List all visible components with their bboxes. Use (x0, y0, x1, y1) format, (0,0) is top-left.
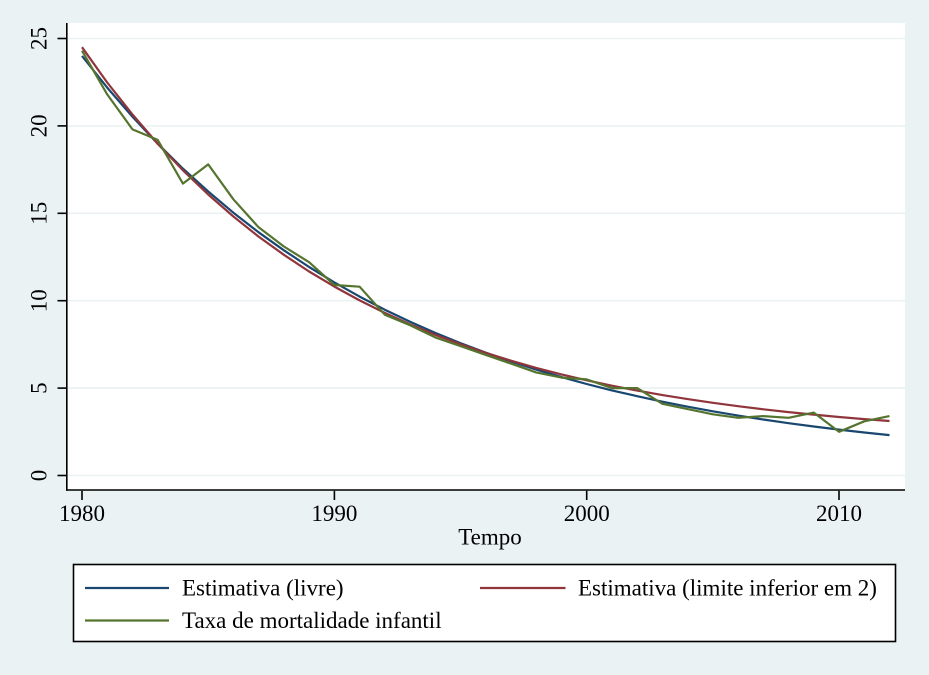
svg-text:2010: 2010 (816, 501, 862, 526)
svg-text:15: 15 (27, 202, 52, 225)
svg-text:25: 25 (27, 27, 52, 50)
svg-text:5: 5 (27, 382, 52, 394)
svg-text:Taxa de mortalidade infantil: Taxa de mortalidade infantil (182, 608, 442, 633)
svg-text:1980: 1980 (59, 501, 105, 526)
svg-text:Tempo: Tempo (458, 525, 522, 550)
svg-text:10: 10 (27, 289, 52, 312)
svg-text:2000: 2000 (564, 501, 610, 526)
svg-text:Estimativa (livre): Estimativa (livre) (182, 576, 344, 601)
svg-text:0: 0 (27, 470, 52, 482)
svg-text:Estimativa (limite inferior em: Estimativa (limite inferior em 2) (578, 576, 877, 601)
svg-text:20: 20 (27, 114, 52, 137)
svg-text:1990: 1990 (311, 501, 357, 526)
